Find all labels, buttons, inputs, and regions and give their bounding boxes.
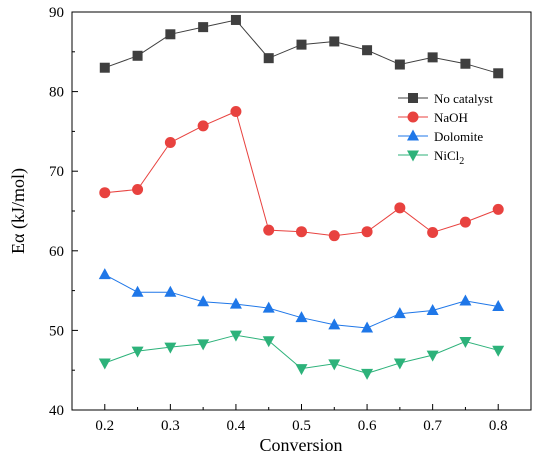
data-point <box>328 230 340 242</box>
data-point <box>393 358 406 370</box>
data-point <box>492 203 504 215</box>
y-tick-label: 90 <box>49 5 64 21</box>
legend-marker <box>407 111 419 123</box>
x-tick-label: 0.7 <box>423 418 442 434</box>
series-layer <box>98 14 505 380</box>
legend-marker <box>407 150 419 162</box>
data-point <box>493 68 504 79</box>
data-point <box>197 339 210 351</box>
data-point <box>197 295 210 307</box>
legend-marker <box>408 93 418 103</box>
data-point <box>329 36 340 47</box>
data-point <box>131 285 144 297</box>
data-point <box>459 337 472 349</box>
series-3 <box>98 268 505 333</box>
data-point <box>295 364 308 376</box>
legend-entry: No catalyst <box>398 91 493 106</box>
data-point <box>426 350 439 362</box>
legend-marker <box>407 129 419 141</box>
x-axis: 0.2 0.3 0.4 0.5 0.6 0.7 0.8 <box>71 404 532 434</box>
data-point <box>198 22 209 33</box>
data-point <box>197 120 209 132</box>
data-point <box>492 300 505 312</box>
legend: No catalyst NaOH Dolomite NiCl2 <box>398 91 493 167</box>
data-point <box>460 58 471 69</box>
data-point <box>98 358 111 370</box>
y-tick-label: 40 <box>49 403 64 419</box>
data-point <box>362 45 373 56</box>
series-4 <box>98 330 505 380</box>
legend-entry: NiCl2 <box>398 148 464 167</box>
data-point <box>361 368 374 380</box>
data-point <box>99 62 110 73</box>
y-tick-label: 70 <box>49 164 64 180</box>
legend-label: No catalyst <box>434 91 493 106</box>
data-point <box>361 321 374 333</box>
data-point <box>459 216 471 228</box>
data-point <box>295 311 308 323</box>
legend-entry: NaOH <box>398 110 468 125</box>
data-point <box>165 29 176 40</box>
data-point <box>230 14 241 25</box>
x-tick-label: 0.6 <box>358 418 377 434</box>
data-point <box>263 224 275 236</box>
data-point <box>164 342 177 354</box>
series-1 <box>99 14 504 79</box>
legend-entry: Dolomite <box>398 129 483 144</box>
data-point <box>361 226 373 238</box>
y-tick-label: 60 <box>49 244 64 260</box>
data-point <box>99 187 111 199</box>
data-point <box>328 359 341 371</box>
data-point <box>132 184 144 196</box>
data-point <box>98 268 111 280</box>
data-point <box>132 50 143 61</box>
y-axis: 40 50 60 70 80 90 <box>49 5 78 419</box>
data-point <box>394 59 405 70</box>
data-point <box>296 226 307 238</box>
data-point <box>427 226 439 238</box>
data-point <box>296 39 307 50</box>
data-point <box>427 52 438 63</box>
x-tick-label: 0.8 <box>489 418 508 434</box>
data-point <box>262 301 275 313</box>
legend-label: NiCl2 <box>434 148 464 167</box>
data-point <box>459 294 472 306</box>
y-tick-label: 80 <box>49 85 64 101</box>
data-point <box>229 297 242 309</box>
legend-label: NaOH <box>434 110 468 125</box>
data-point <box>393 307 406 319</box>
x-tick-label: 0.4 <box>227 418 246 434</box>
data-point <box>164 285 177 297</box>
data-point <box>328 318 341 330</box>
data-point <box>394 202 406 214</box>
legend-label: Dolomite <box>434 129 483 144</box>
x-tick-label: 0.5 <box>292 418 311 434</box>
data-point <box>492 345 505 357</box>
y-tick-label: 50 <box>49 323 64 339</box>
series-2 <box>99 106 504 242</box>
data-point <box>262 336 275 348</box>
data-point <box>229 330 242 342</box>
x-axis-title: Conversion <box>260 435 343 455</box>
data-point <box>164 137 176 149</box>
data-point <box>131 346 144 358</box>
x-tick-label: 0.2 <box>95 418 114 434</box>
data-point <box>426 304 439 315</box>
x-tick-label: 0.3 <box>161 418 180 434</box>
data-point <box>230 106 242 117</box>
data-point <box>263 53 274 64</box>
y-axis-title: Eα (kJ/mol) <box>8 168 29 254</box>
